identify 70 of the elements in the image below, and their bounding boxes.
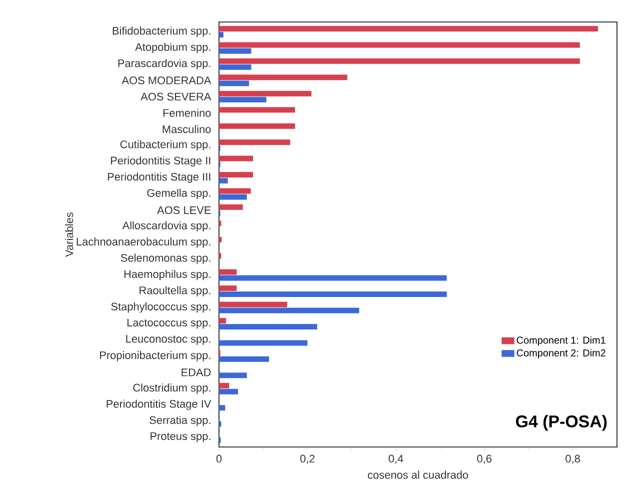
bar (219, 356, 269, 362)
y-tick-label: Lactococcus spp. (127, 318, 210, 329)
bar (219, 178, 228, 184)
legend-label: Component 1: Dim1 (516, 336, 606, 346)
bar (219, 80, 250, 86)
bar (219, 382, 230, 388)
bar (219, 236, 222, 242)
y-tick-label: Leuconostoc spp. (126, 335, 210, 345)
y-tick-label: Cutibacterium spp. (120, 140, 210, 150)
annotation: G4 (P-OSA) (516, 414, 607, 431)
x-tick-label: 0,4 (388, 454, 404, 464)
y-tick-label: Masculino (162, 125, 211, 134)
y-tick-label: Staphylococcus spp. (111, 302, 210, 313)
bar (219, 405, 226, 411)
y-tick-label: Serratia spp. (150, 416, 210, 426)
y-tick-label: Periodontitis Stage II (111, 156, 210, 167)
x-tick-label: 0,6 (477, 454, 492, 464)
bar (219, 96, 266, 102)
bar (219, 324, 318, 330)
x-tick-label: 0,2 (300, 454, 315, 464)
y-tick-label: AOS MODERADA (122, 76, 212, 84)
x-tick-label: 0,8 (566, 454, 580, 464)
y-tick-label: Femenino (163, 108, 211, 117)
bar (219, 194, 247, 200)
bar (219, 286, 237, 292)
bar (219, 107, 296, 113)
y-tick-label: EDAD (182, 368, 211, 376)
x-tick-label: 0 (216, 454, 222, 463)
y-tick-label: Proteus spp. (150, 432, 210, 442)
y-tick-label: Gemella spp. (147, 188, 210, 200)
bar (219, 64, 252, 70)
y-tick-label: Selenomonas spp. (120, 254, 210, 264)
bar (219, 388, 238, 394)
bar (219, 318, 226, 324)
bar (219, 42, 580, 48)
y-tick-label: Periodontitis Stage IV (106, 400, 212, 410)
y-tick-label: Periodontitis Stage III (108, 172, 210, 183)
bar (219, 292, 447, 298)
y-tick-label: Alloscardovia spp. (122, 221, 210, 232)
bar (219, 172, 254, 178)
bar (219, 204, 243, 210)
bar (219, 140, 290, 146)
bar (219, 74, 348, 80)
bar (219, 32, 224, 38)
y-tick-label: Propionibacterium spp. (100, 351, 210, 362)
y-tick-label: Bifidobacterium spp. (112, 26, 210, 37)
bar (219, 372, 247, 378)
y-tick-label: Haemophilus spp. (124, 270, 210, 280)
y-tick-label: AOS SEVERA (140, 92, 212, 100)
y-tick-label: Parascardovia spp. (118, 59, 210, 70)
bar (219, 308, 360, 314)
bar (219, 90, 312, 96)
bar (219, 188, 251, 194)
bar (219, 26, 598, 32)
bar (219, 340, 308, 346)
bar (219, 58, 580, 64)
bar (219, 48, 252, 54)
bar (219, 156, 254, 162)
bar (219, 123, 296, 129)
y-tick-label: Atopobium spp. (135, 42, 210, 54)
y-tick-label: Lachnoanaerobaculum spp. (76, 238, 210, 248)
y-tick-label: Raoultella spp. (140, 286, 210, 296)
bar (219, 302, 288, 308)
bar (219, 269, 237, 275)
x-axis-title: cosenos al cuadrado (368, 470, 468, 479)
y-axis-title: Variables (65, 212, 74, 257)
y-tick-label: AOS LEVE (157, 206, 211, 214)
bar (219, 275, 447, 281)
legend-label: Component 2: Dim2 (516, 349, 606, 358)
y-tick-label: Clostridium spp. (133, 384, 210, 394)
